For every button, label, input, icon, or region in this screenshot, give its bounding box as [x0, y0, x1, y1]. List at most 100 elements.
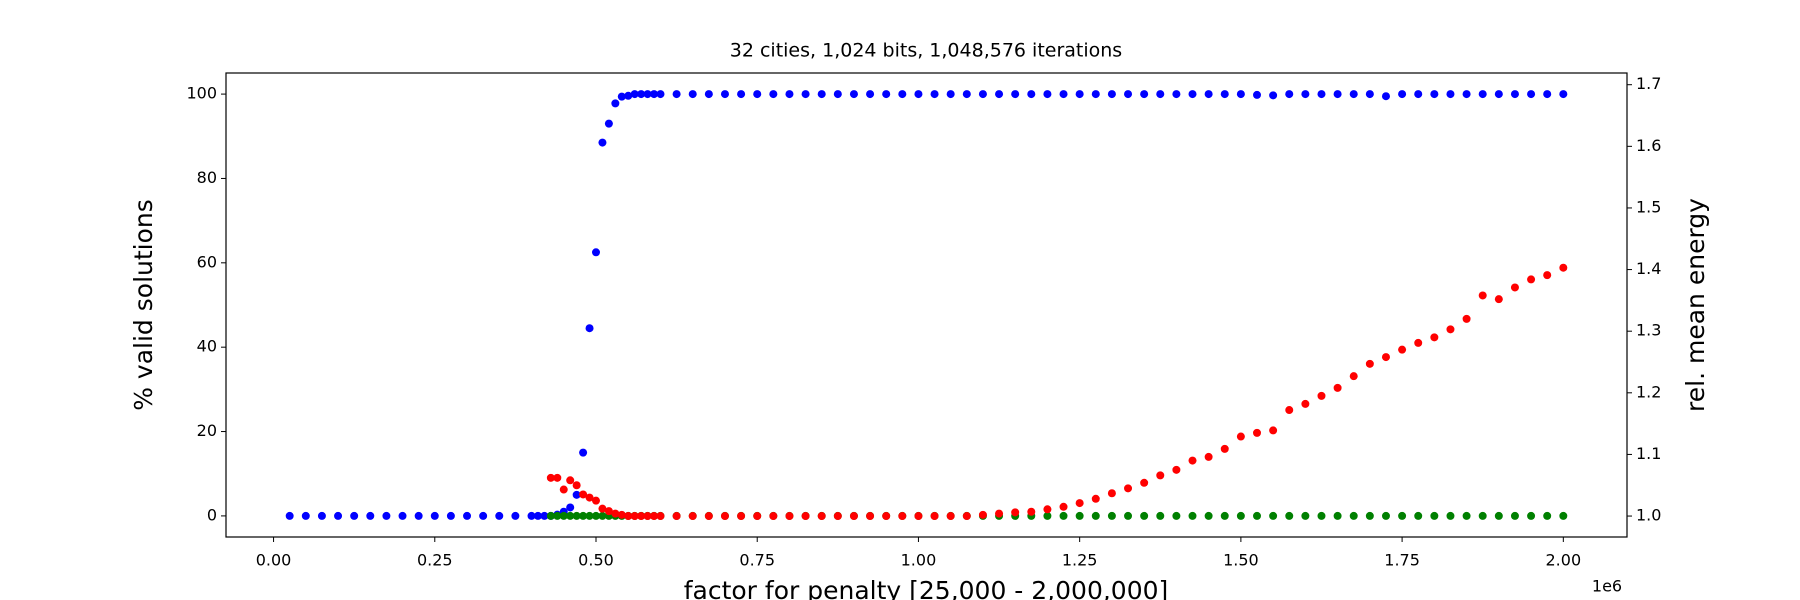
- point: [1543, 90, 1552, 99]
- point: [801, 512, 810, 521]
- point: [1430, 511, 1439, 520]
- point: [598, 504, 607, 513]
- point: [930, 90, 939, 99]
- point: [1478, 511, 1487, 520]
- point: [317, 511, 326, 520]
- point: [1236, 511, 1245, 520]
- point: [1172, 465, 1181, 474]
- point: [1527, 511, 1536, 520]
- point: [1365, 359, 1374, 368]
- point: [1478, 90, 1487, 99]
- point: [334, 511, 343, 520]
- x-tick-label: 0.50: [578, 551, 614, 570]
- point: [1236, 90, 1245, 99]
- point: [643, 512, 652, 521]
- point: [446, 511, 455, 520]
- point: [591, 496, 600, 505]
- point: [817, 90, 826, 99]
- point: [1510, 283, 1519, 292]
- point: [611, 99, 620, 108]
- point: [546, 473, 555, 482]
- point: [1317, 391, 1326, 400]
- point: [527, 511, 536, 520]
- point: [630, 512, 639, 521]
- point: [533, 511, 542, 520]
- point: [1253, 511, 1262, 520]
- point: [753, 90, 762, 99]
- point: [1543, 271, 1552, 280]
- point: [833, 512, 842, 521]
- point: [1059, 502, 1068, 511]
- point: [1220, 511, 1229, 520]
- point: [1091, 511, 1100, 520]
- point: [591, 248, 600, 257]
- point: [978, 90, 987, 99]
- y2-tick-label: 1.3: [1636, 321, 1661, 340]
- point: [624, 91, 633, 100]
- x-tick-label: 1.00: [901, 551, 937, 570]
- point: [1156, 471, 1165, 480]
- point: [1075, 90, 1084, 99]
- point: [1156, 90, 1165, 99]
- point: [1446, 325, 1455, 334]
- point: [704, 90, 713, 99]
- point: [688, 90, 697, 99]
- point: [1253, 90, 1262, 99]
- point: [1220, 444, 1229, 453]
- x-tick-label: 1.50: [1223, 551, 1259, 570]
- point: [382, 511, 391, 520]
- point: [1285, 406, 1294, 415]
- point: [688, 512, 697, 521]
- point: [1220, 90, 1229, 99]
- point: [1446, 90, 1455, 99]
- point: [737, 512, 746, 521]
- point: [1381, 511, 1390, 520]
- point: [1043, 90, 1052, 99]
- point: [1527, 90, 1536, 99]
- point: [849, 512, 858, 521]
- point: [1333, 511, 1342, 520]
- point: [511, 511, 520, 520]
- point: [585, 493, 594, 502]
- point: [1188, 90, 1197, 99]
- point: [833, 90, 842, 99]
- point: [1075, 511, 1084, 520]
- point: [1027, 507, 1036, 516]
- point: [720, 512, 729, 521]
- point: [1333, 90, 1342, 99]
- x-tick-label: 0.00: [256, 551, 292, 570]
- point: [1527, 275, 1536, 284]
- point: [572, 511, 581, 520]
- y2-tick-label: 1.0: [1636, 506, 1661, 525]
- point: [604, 119, 613, 128]
- y-tick-label: 60: [197, 252, 217, 271]
- point: [1365, 90, 1374, 99]
- point: [656, 512, 665, 521]
- point: [1204, 452, 1213, 461]
- point: [1398, 90, 1407, 99]
- point: [630, 90, 639, 99]
- point: [1543, 511, 1552, 520]
- point: [672, 512, 681, 521]
- point: [643, 90, 652, 99]
- y-tick-label: 40: [197, 337, 217, 356]
- point: [849, 90, 858, 99]
- point: [1156, 511, 1165, 520]
- point: [1140, 478, 1149, 487]
- point: [1559, 90, 1568, 99]
- point: [1075, 499, 1084, 508]
- point: [350, 511, 359, 520]
- point: [604, 507, 613, 516]
- point: [546, 511, 555, 520]
- point: [1430, 333, 1439, 342]
- point: [801, 90, 810, 99]
- point: [1414, 90, 1423, 99]
- point: [1398, 511, 1407, 520]
- point: [579, 490, 588, 499]
- point: [962, 512, 971, 521]
- point: [585, 511, 594, 520]
- y2-tick-label: 1.6: [1636, 136, 1661, 155]
- point: [1494, 295, 1503, 304]
- point: [566, 503, 575, 512]
